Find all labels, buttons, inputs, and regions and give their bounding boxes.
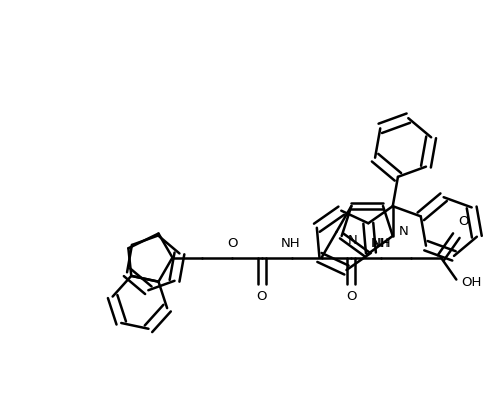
Text: NH: NH	[372, 237, 391, 250]
Text: NH: NH	[281, 237, 300, 250]
Text: N: N	[370, 237, 380, 250]
Text: O: O	[458, 215, 469, 228]
Text: O: O	[256, 290, 267, 303]
Text: H: H	[380, 237, 389, 250]
Text: N: N	[348, 234, 358, 248]
Text: O: O	[227, 237, 237, 250]
Text: O: O	[346, 290, 356, 303]
Text: OH: OH	[462, 276, 481, 289]
Text: N: N	[398, 224, 408, 238]
